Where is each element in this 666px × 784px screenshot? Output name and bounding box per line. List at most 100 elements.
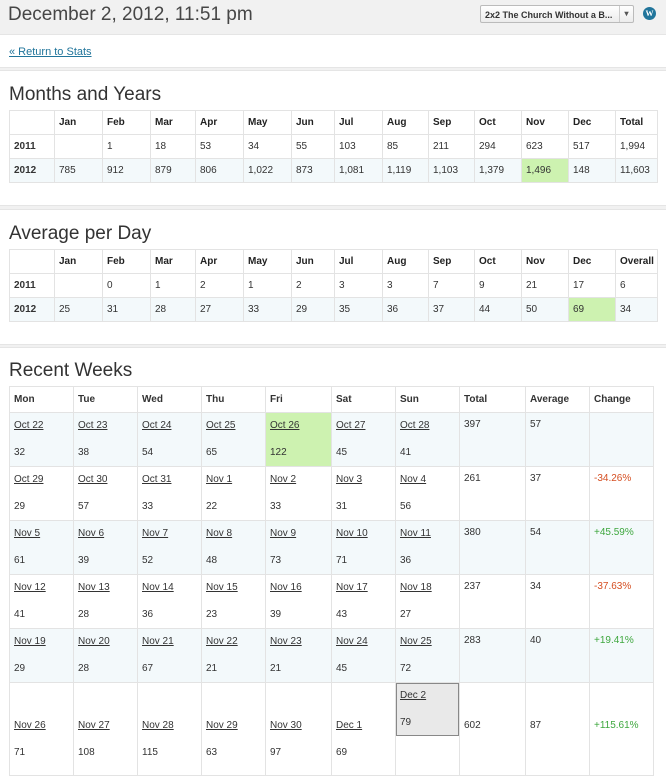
day-link[interactable]: Oct 28 (400, 420, 430, 431)
wordpress-icon[interactable]: W (643, 7, 656, 20)
table-cell: 33 (243, 297, 292, 322)
column-header: Aug (382, 249, 429, 274)
day-link[interactable]: Oct 30 (78, 474, 108, 485)
weeks-table: Mon Tue Wed Thu Fri Sat Sun Total Average Change O… (9, 386, 654, 776)
day-link[interactable]: Nov 26 (14, 720, 46, 731)
table-cell: 17 (568, 273, 616, 298)
day-link[interactable]: Nov 28 (142, 720, 174, 731)
day-link[interactable]: Nov 16 (270, 582, 302, 593)
day-link[interactable]: Nov 7 (142, 528, 169, 539)
day-value: 72 (400, 663, 412, 674)
day-link[interactable]: Nov 8 (206, 528, 233, 539)
column-header: Jan (54, 110, 103, 135)
column-header: Sep (428, 249, 475, 274)
table-cell: 69 (568, 297, 616, 322)
table-cell: 912 (102, 158, 151, 183)
day-cell: Oct 24 54 (137, 412, 202, 467)
table-cell: 27 (195, 297, 244, 322)
day-link[interactable]: Nov 21 (142, 636, 174, 647)
day-link[interactable]: Nov 24 (336, 636, 368, 647)
day-link[interactable]: Dec 1 (336, 720, 363, 731)
return-to-stats-link[interactable]: « Return to Stats (9, 46, 92, 58)
day-link[interactable]: Dec 2 (400, 690, 427, 701)
table-cell: 517 (568, 134, 616, 159)
day-link[interactable]: Nov 4 (400, 474, 427, 485)
column-header: Jul (334, 249, 383, 274)
table-cell: 2 (291, 273, 335, 298)
day-link[interactable]: Nov 3 (336, 474, 363, 485)
table-cell: 623 (521, 134, 569, 159)
day-link[interactable]: Oct 25 (206, 420, 236, 431)
day-link[interactable]: Nov 1 (206, 474, 233, 485)
week-average: 37 (525, 466, 590, 521)
day-value: 41 (400, 447, 412, 458)
week-row: Nov 12 41 Nov 13 28 Nov 14 36 Nov 15 23 Nov 16 39… (9, 574, 654, 629)
day-link[interactable]: Nov 2 (270, 474, 297, 485)
total-value: 237 (464, 581, 481, 592)
day-link[interactable]: Nov 12 (14, 582, 46, 593)
day-link[interactable]: Oct 22 (14, 420, 44, 431)
day-link[interactable]: Nov 10 (336, 528, 368, 539)
day-link[interactable]: Nov 11 (400, 528, 431, 539)
day-link[interactable]: Nov 13 (78, 582, 110, 593)
day-link[interactable]: Nov 30 (270, 720, 302, 731)
week-row: Nov 5 61 Nov 6 39 Nov 7 52 Nov 8 48 Nov 9 73 Nov 1… (9, 520, 654, 575)
day-link[interactable]: Nov 14 (142, 582, 174, 593)
change-value: +45.59% (594, 527, 634, 538)
table-cell: 1,103 (428, 158, 475, 183)
day-value: 29 (14, 663, 26, 674)
day-link[interactable]: Nov 17 (336, 582, 368, 593)
week-row: Nov 19 29 Nov 20 28 Nov 21 67 Nov 22 21 Nov 23 21… (9, 628, 654, 683)
day-link[interactable]: Nov 15 (206, 582, 238, 593)
chevron-down-icon[interactable]: ▾ (619, 6, 633, 22)
day-link[interactable]: Oct 24 (142, 420, 172, 431)
day-link[interactable]: Nov 25 (400, 636, 432, 647)
total-value: 397 (464, 419, 481, 430)
day-link[interactable]: Nov 29 (206, 720, 238, 731)
table-cell: 785 (54, 158, 103, 183)
table-cell: 806 (195, 158, 244, 183)
day-cell: Nov 5 61 (9, 520, 74, 575)
day-link[interactable]: Nov 6 (78, 528, 105, 539)
column-header (9, 249, 55, 274)
day-cell: Nov 2 33 (265, 466, 332, 521)
week-row: Oct 29 29 Oct 30 57 Oct 31 33 Nov 1 22 Nov 2 33 No… (9, 466, 654, 521)
week-total: 283 (459, 628, 526, 683)
day-cell: Nov 17 43 (331, 574, 396, 629)
day-value: 32 (14, 447, 26, 458)
day-value: 28 (78, 663, 90, 674)
week-change: +45.59% (589, 520, 654, 575)
table-cell: 1,496 (521, 158, 569, 183)
day-link[interactable]: Nov 9 (270, 528, 297, 539)
table-cell: 0 (102, 273, 151, 298)
day-value: 28 (78, 609, 90, 620)
day-link[interactable]: Nov 22 (206, 636, 238, 647)
day-cell: Nov 16 39 (265, 574, 332, 629)
day-value: 48 (206, 555, 218, 566)
table-cell: 1,379 (474, 158, 522, 183)
column-header: Feb (102, 110, 151, 135)
day-link[interactable]: Oct 31 (142, 474, 172, 485)
table-cell: 294 (474, 134, 522, 159)
table-cell: 44 (474, 297, 522, 322)
day-link[interactable]: Nov 20 (78, 636, 110, 647)
day-value: 33 (142, 501, 154, 512)
table-row: 2011 1 18 53 34 55 103 85 211 294 623 517 1,994 (9, 134, 658, 159)
day-value: 108 (78, 747, 95, 758)
day-link[interactable]: Nov 23 (270, 636, 302, 647)
blog-select-value: 2x2 The Church Without a B... (485, 10, 613, 20)
day-link[interactable]: Nov 19 (14, 636, 46, 647)
day-link[interactable]: Oct 27 (336, 420, 366, 431)
blog-select[interactable]: 2x2 The Church Without a B... ▾ (480, 5, 634, 23)
day-link[interactable]: Nov 18 (400, 582, 432, 593)
day-link[interactable]: Nov 27 (78, 720, 110, 731)
table-cell: 1,081 (334, 158, 383, 183)
day-link[interactable]: Nov 5 (14, 528, 41, 539)
column-header: Sun (395, 386, 460, 413)
table-cell: 211 (428, 134, 475, 159)
day-link[interactable]: Oct 23 (78, 420, 108, 431)
week-change: +19.41% (589, 628, 654, 683)
day-link[interactable]: Oct 26 (270, 420, 300, 431)
day-link[interactable]: Oct 29 (14, 474, 44, 485)
day-value: 45 (336, 447, 348, 458)
